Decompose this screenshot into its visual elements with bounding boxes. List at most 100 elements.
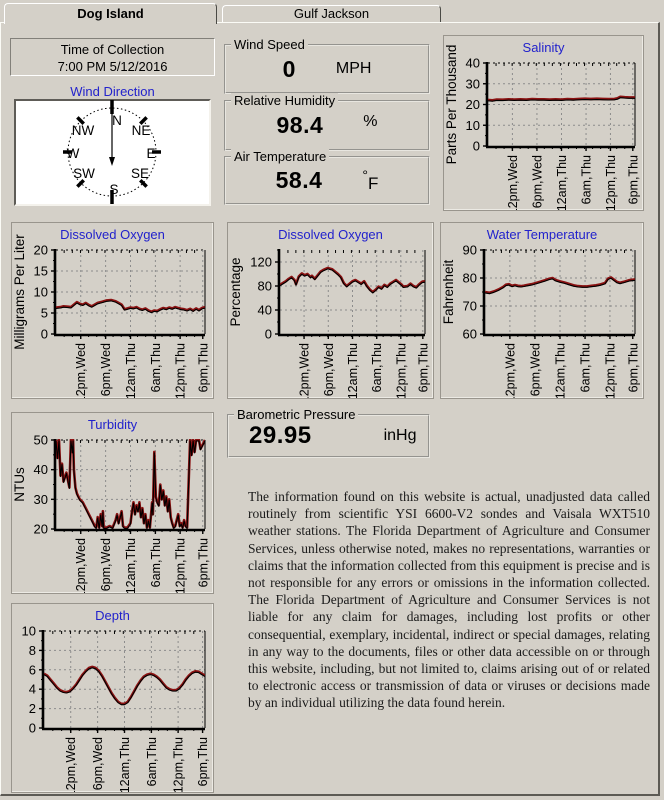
svg-text:90: 90 bbox=[463, 243, 477, 258]
svg-text:12pm,Wed: 12pm,Wed bbox=[74, 538, 88, 594]
svg-text:12am,Thu: 12am,Thu bbox=[124, 343, 138, 399]
svg-text:6am,Thu: 6am,Thu bbox=[149, 538, 163, 587]
depth-chart-canvas: 0 2 4 6 8 10 12pm,Wed 6pm,Wed 12am,Thu 6am,Thu 12p… bbox=[22, 624, 211, 793]
svg-text:Milligrams Per Liter: Milligrams Per Liter bbox=[12, 234, 27, 350]
svg-text:6pm,Thu: 6pm,Thu bbox=[626, 343, 640, 392]
svg-text:12pm,Thu: 12pm,Thu bbox=[172, 737, 186, 793]
svg-text:12am,Thu: 12am,Thu bbox=[554, 343, 568, 399]
humidity-value: 98.4 bbox=[276, 112, 324, 138]
wind-speed-group: Wind Speed 0 MPH bbox=[224, 37, 430, 94]
svg-text:40: 40 bbox=[258, 303, 272, 318]
dissolved-oxygen-pct-chart-title: Dissolved Oxygen bbox=[278, 227, 383, 242]
svg-text:W: W bbox=[67, 146, 80, 161]
barometric-pressure-unit: inHg bbox=[383, 427, 417, 444]
water-temperature-chart-title: Water Temperature bbox=[486, 227, 598, 242]
svg-text:N: N bbox=[112, 113, 122, 128]
svg-text:6pm,Wed: 6pm,Wed bbox=[91, 737, 105, 790]
salinity-chart: 0 10 20 30 40 12pm,Wed 6pm,Wed 12am,Thu 6am,Thu 1… bbox=[444, 45, 641, 211]
svg-text:6: 6 bbox=[29, 662, 36, 677]
svg-text:Percentage: Percentage bbox=[228, 257, 243, 326]
turbidity-chart-canvas: 20 30 40 50 12pm,Wed 6pm,Wed 12am,Thu 6am,Thu 12… bbox=[12, 433, 210, 594]
svg-text:SW: SW bbox=[73, 166, 95, 181]
air-temperature-unit: °F bbox=[362, 166, 379, 193]
water-temperature-chart: 60 70 80 90 12pm,Wed 6pm,Wed 12am,Thu 6am,Thu 12… bbox=[441, 243, 641, 399]
svg-text:6pm,Wed: 6pm,Wed bbox=[99, 538, 113, 591]
svg-text:12pm,Wed: 12pm,Wed bbox=[503, 343, 517, 399]
wind-speed-value: 0 bbox=[282, 55, 296, 82]
svg-text:8: 8 bbox=[29, 643, 36, 658]
tab-page-border bbox=[0, 22, 660, 796]
time-of-collection-box: Time of Collection 7:00 PM 5/12/2016 bbox=[10, 38, 215, 76]
svg-text:120: 120 bbox=[250, 255, 272, 270]
svg-text:12pm,Wed: 12pm,Wed bbox=[64, 737, 78, 793]
wind-speed-label: Wind Speed bbox=[231, 37, 308, 52]
svg-text:12am,Thu: 12am,Thu bbox=[118, 737, 132, 793]
svg-text:10: 10 bbox=[34, 285, 48, 300]
dissolved-oxygen-mg-chart-panel: Dissolved Oxygen 0 5 10 15 20 12pm,Wed 6pm,Wed… bbox=[11, 222, 214, 399]
svg-text:6pm,Thu: 6pm,Thu bbox=[196, 343, 210, 392]
turbidity-chart-panel: Turbidity 20 30 40 50 12pm,Wed 6pm,Wed 12am,Th… bbox=[11, 412, 214, 594]
do_pct-chart-canvas: 0 40 80 120 12pm,Wed 6pm,Wed 12am,Thu 6am,Thu 12… bbox=[228, 249, 430, 399]
svg-text:20: 20 bbox=[34, 522, 48, 537]
svg-text:12pm,Wed: 12pm,Wed bbox=[74, 343, 88, 399]
svg-text:Fahrenheit: Fahrenheit bbox=[441, 259, 456, 324]
wind-direction-title: Wind Direction bbox=[70, 84, 155, 99]
disclaimer-text: The information found on this website is… bbox=[248, 489, 650, 711]
air-temperature-group: Air Temperature 58.4 °F bbox=[224, 149, 430, 205]
svg-text:6am,Thu: 6am,Thu bbox=[370, 343, 384, 392]
svg-text:0: 0 bbox=[29, 721, 36, 736]
svg-text:30: 30 bbox=[34, 492, 48, 507]
svg-text:6pm,Wed: 6pm,Wed bbox=[99, 343, 113, 396]
svg-text:12pm,Wed: 12pm,Wed bbox=[298, 343, 312, 399]
svg-text:5: 5 bbox=[41, 306, 48, 321]
svg-text:12pm,Thu: 12pm,Thu bbox=[603, 343, 617, 399]
svg-text:6pm,Thu: 6pm,Thu bbox=[196, 737, 210, 786]
svg-text:50: 50 bbox=[34, 433, 48, 448]
svg-text:12am,Thu: 12am,Thu bbox=[555, 155, 569, 211]
svg-text:10: 10 bbox=[466, 118, 480, 133]
svg-text:NW: NW bbox=[72, 123, 95, 138]
compass-icon: N NE E SE S SW W NW bbox=[63, 100, 161, 204]
dissolved-oxygen-mg-chart-title: Dissolved Oxygen bbox=[60, 227, 165, 242]
dissolved-oxygen-mg-chart: 0 5 10 15 20 12pm,Wed 6pm,Wed 12am,Thu 6am,Thu 12… bbox=[12, 234, 211, 399]
svg-text:12pm,Thu: 12pm,Thu bbox=[604, 155, 618, 211]
humidity-group: Relative Humidity 98.4 % bbox=[224, 93, 430, 151]
barometric-pressure-value: 29.95 bbox=[249, 422, 312, 449]
svg-text:6pm,Thu: 6pm,Thu bbox=[196, 538, 210, 587]
svg-text:SE: SE bbox=[131, 166, 149, 181]
water-temperature-chart-panel: Water Temperature 60 70 80 90 12pm,Wed 6pm,We… bbox=[440, 222, 644, 399]
svg-text:12pm,Thu: 12pm,Thu bbox=[174, 538, 188, 594]
svg-text:NE: NE bbox=[132, 123, 151, 138]
svg-text:20: 20 bbox=[34, 243, 48, 258]
svg-text:6pm,Wed: 6pm,Wed bbox=[530, 155, 544, 208]
tab-gulf-jackson[interactable]: Gulf Jackson bbox=[222, 5, 441, 22]
salinity-chart-panel: Salinity 0 10 20 30 40 12pm,Wed 6pm,Wed 12am,Th… bbox=[443, 35, 644, 211]
svg-text:Parts Per Thousand: Parts Per Thousand bbox=[444, 45, 459, 165]
svg-text:6am,Thu: 6am,Thu bbox=[145, 737, 159, 786]
svg-text:6pm,Thu: 6pm,Thu bbox=[416, 343, 430, 392]
svg-text:12pm,Thu: 12pm,Thu bbox=[174, 343, 188, 399]
svg-text:12am,Thu: 12am,Thu bbox=[346, 343, 360, 399]
svg-text:70: 70 bbox=[463, 299, 477, 314]
tab-dog-island[interactable]: Dog Island bbox=[4, 3, 217, 24]
turbidity-chart: 20 30 40 50 12pm,Wed 6pm,Wed 12am,Thu 6am,Thu 12… bbox=[12, 433, 211, 594]
svg-text:0: 0 bbox=[265, 327, 272, 342]
time-of-collection-label: Time of Collection bbox=[60, 42, 165, 57]
svg-text:15: 15 bbox=[34, 264, 48, 279]
air-temperature-label: Air Temperature bbox=[231, 149, 330, 164]
svg-text:NTUs: NTUs bbox=[12, 467, 27, 502]
svg-text:6am,Thu: 6am,Thu bbox=[579, 343, 593, 392]
svg-text:S: S bbox=[109, 182, 118, 197]
svg-text:6am,Thu: 6am,Thu bbox=[580, 155, 594, 204]
air-temperature-value: 58.4 bbox=[275, 167, 323, 193]
wind-speed-unit: MPH bbox=[335, 60, 372, 77]
svg-text:40: 40 bbox=[34, 462, 48, 477]
svg-text:4: 4 bbox=[29, 682, 36, 697]
svg-text:E: E bbox=[146, 146, 155, 161]
svg-text:6am,Thu: 6am,Thu bbox=[149, 343, 163, 392]
svg-text:80: 80 bbox=[258, 279, 272, 294]
svg-text:60: 60 bbox=[463, 327, 477, 342]
do_mg-chart-canvas: 0 5 10 15 20 12pm,Wed 6pm,Wed 12am,Thu 6am,Thu 12… bbox=[12, 234, 210, 399]
barometric-pressure-group: Barometric Pressure 29.95 inHg bbox=[227, 407, 430, 458]
